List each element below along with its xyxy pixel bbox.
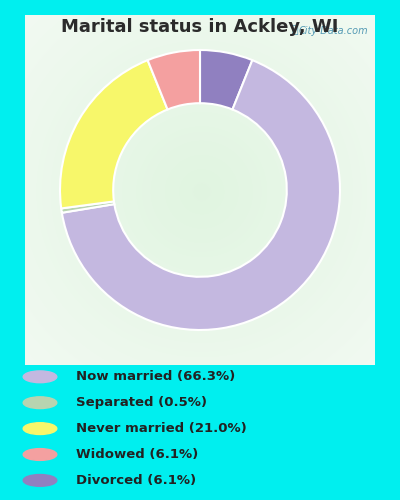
Wedge shape <box>148 50 200 110</box>
Text: Separated (0.5%): Separated (0.5%) <box>76 396 207 409</box>
Text: Never married (21.0%): Never married (21.0%) <box>76 422 247 435</box>
Text: ⓘ: ⓘ <box>291 26 298 36</box>
Text: Divorced (6.1%): Divorced (6.1%) <box>76 474 196 487</box>
Circle shape <box>23 397 57 408</box>
Wedge shape <box>62 60 340 330</box>
Wedge shape <box>200 50 252 110</box>
Circle shape <box>23 474 57 486</box>
Circle shape <box>23 422 57 434</box>
Text: Marital status in Ackley, WI: Marital status in Ackley, WI <box>61 18 339 36</box>
Text: Now married (66.3%): Now married (66.3%) <box>76 370 235 384</box>
Text: City-Data.com: City-Data.com <box>298 26 368 36</box>
Text: Widowed (6.1%): Widowed (6.1%) <box>76 448 198 461</box>
Circle shape <box>23 448 57 460</box>
Wedge shape <box>61 202 114 213</box>
Wedge shape <box>60 60 168 208</box>
Circle shape <box>23 371 57 382</box>
